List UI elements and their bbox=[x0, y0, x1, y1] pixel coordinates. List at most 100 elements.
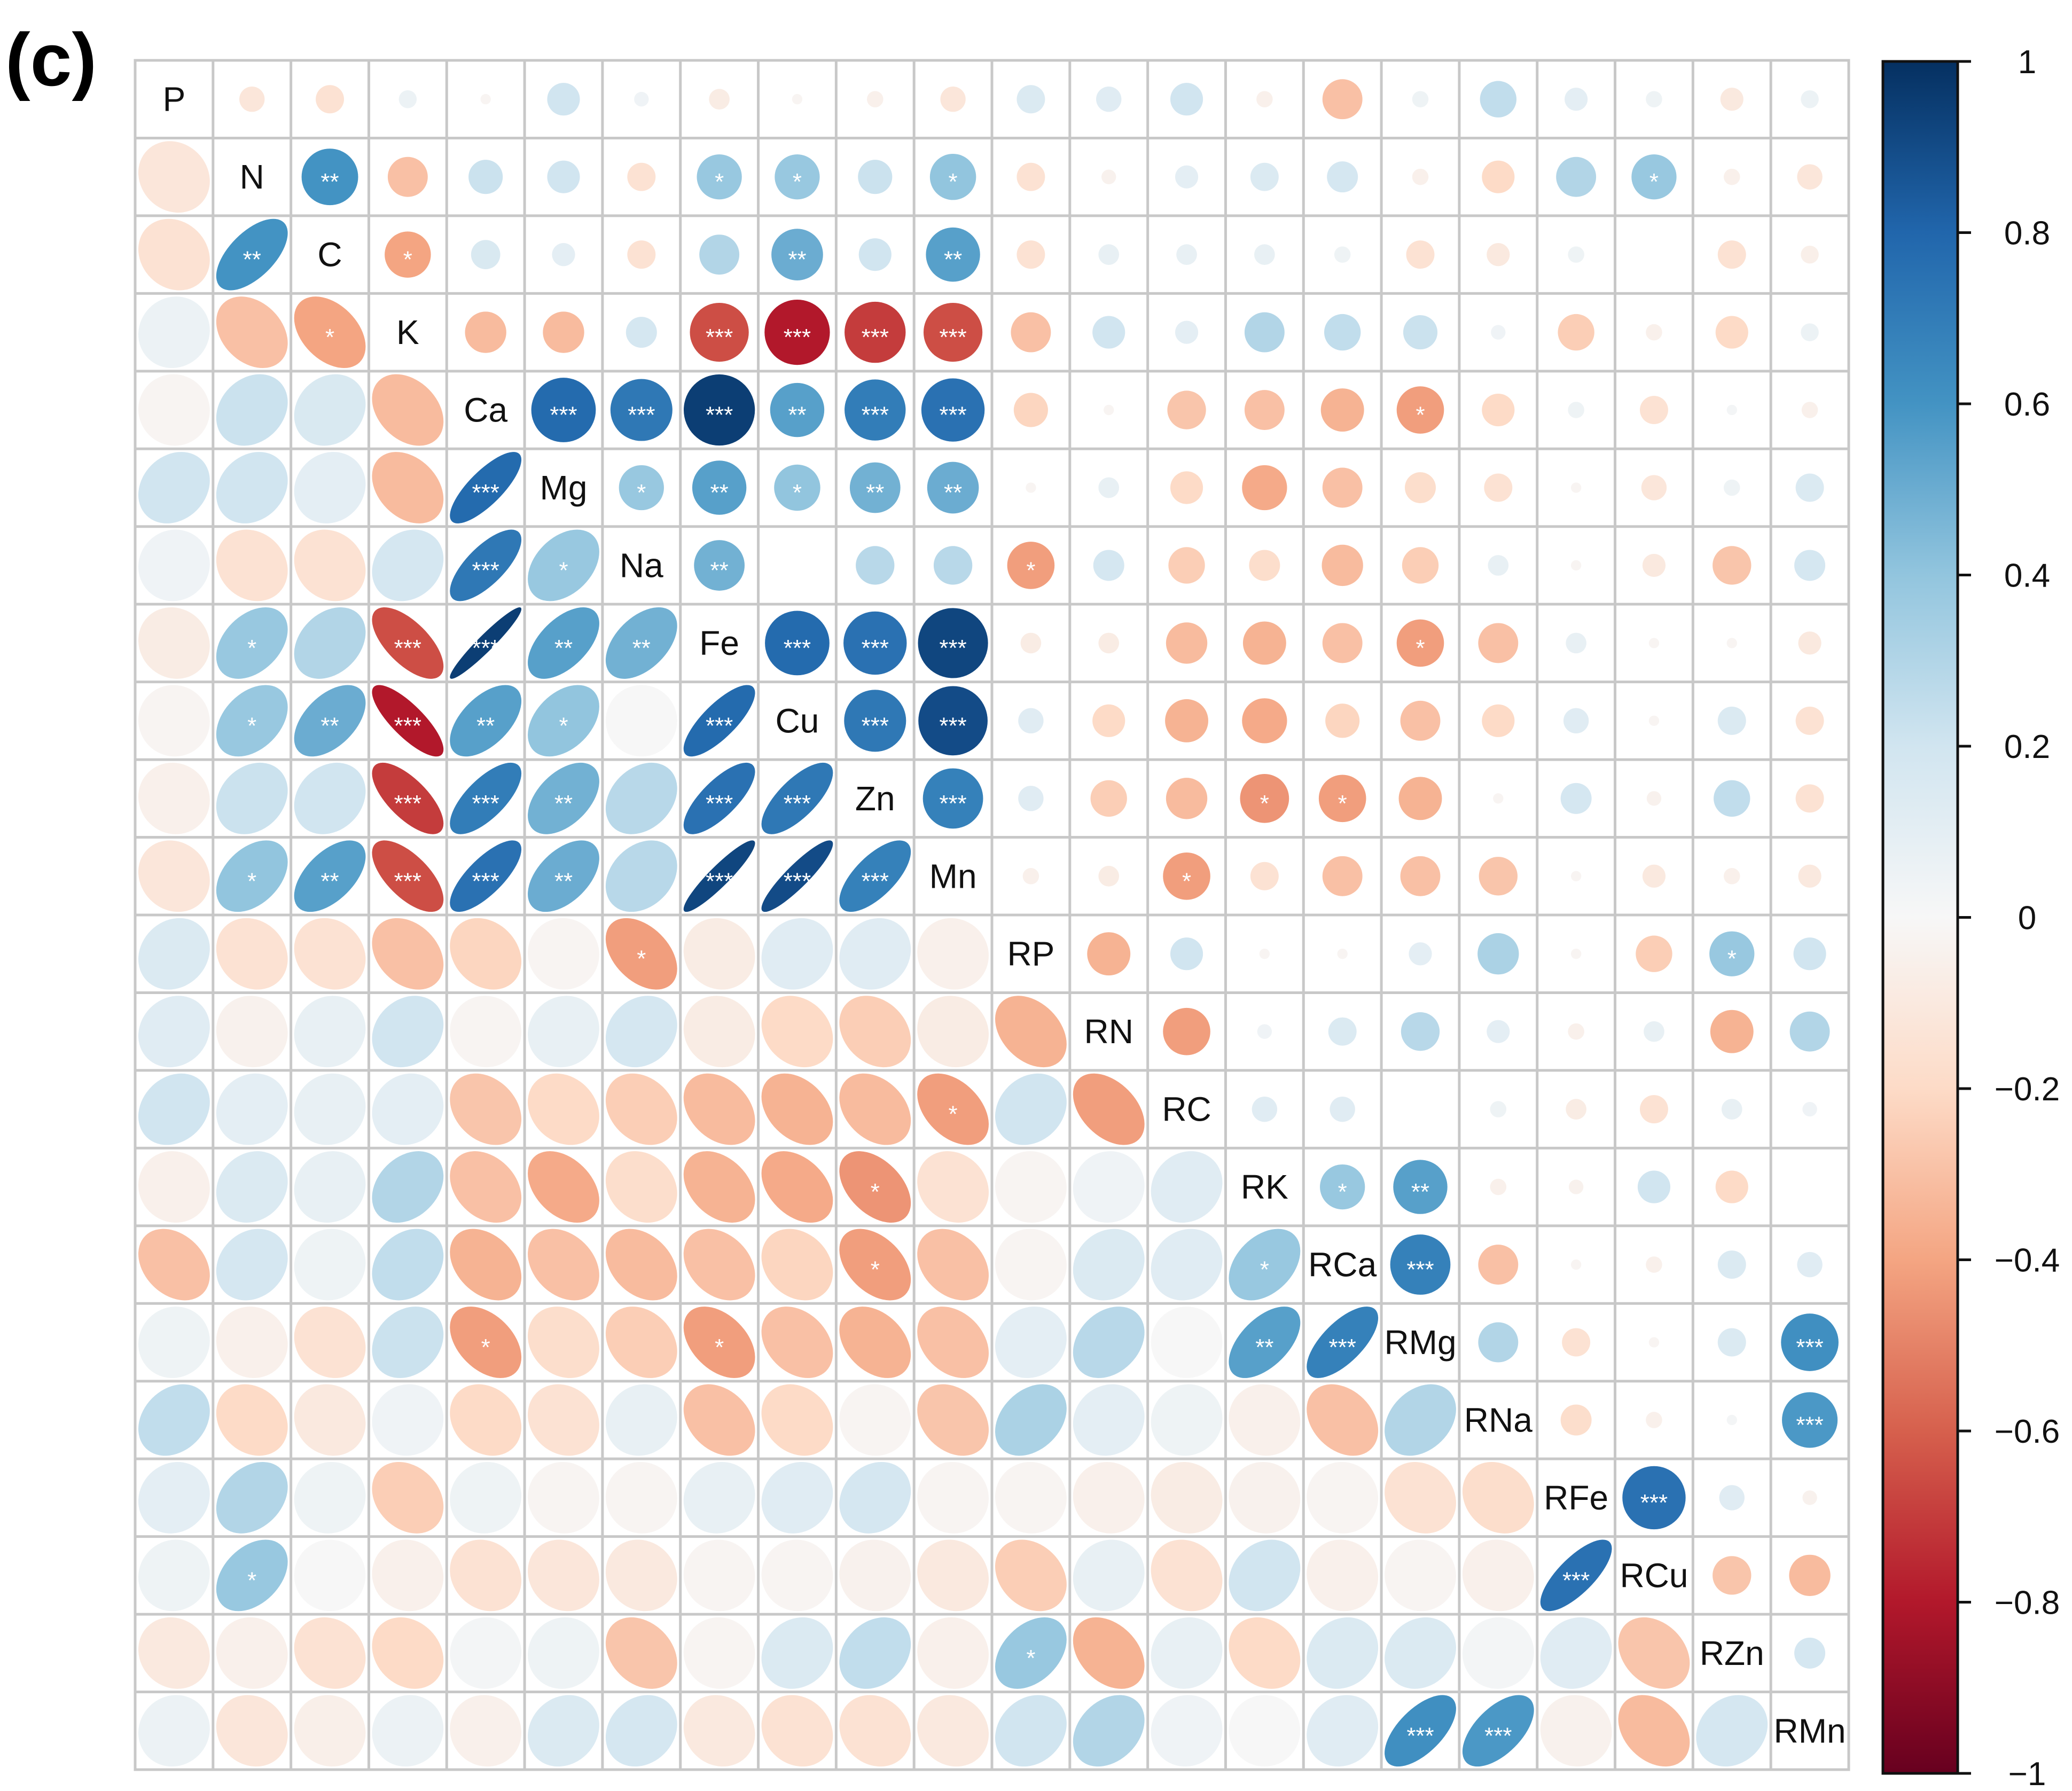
circle-rp-k bbox=[1011, 312, 1051, 353]
sig-circle-k-c: * bbox=[403, 247, 412, 273]
circle-rcu-ca bbox=[1639, 396, 1668, 425]
circle-rk-c bbox=[1254, 244, 1275, 265]
ellipse-rmg-rca bbox=[1307, 1307, 1379, 1378]
ellipse-mn-c bbox=[294, 840, 366, 912]
circle-fe-p bbox=[709, 89, 730, 110]
circle-cu-fe bbox=[765, 611, 830, 676]
ellipse-rc-ca bbox=[450, 1073, 522, 1145]
circle-rca-rp bbox=[1337, 949, 1348, 959]
circle-rn-k bbox=[1092, 316, 1125, 349]
ellipse-rna-mg bbox=[528, 1384, 599, 1456]
circle-rk-n bbox=[1250, 162, 1279, 191]
sig-circle-cu-mg: * bbox=[793, 480, 802, 506]
ellipse-rzn-ca bbox=[450, 1617, 522, 1689]
sig-circle-cu-k: *** bbox=[784, 324, 811, 350]
sig-circle-fe-k: *** bbox=[706, 324, 733, 350]
sig-circle-rmg-rca: *** bbox=[1406, 1257, 1434, 1283]
ellipse-rmg-cu bbox=[761, 1307, 833, 1378]
ellipse-mg-n bbox=[216, 452, 288, 523]
circle-rna-rmg bbox=[1478, 1322, 1519, 1363]
circle-rcu-cu bbox=[1648, 715, 1660, 726]
variable-label-fe: Fe bbox=[699, 624, 739, 662]
circle-rmg-zn bbox=[1398, 777, 1442, 820]
circle-ca-c bbox=[471, 240, 501, 269]
circle-rfe-rna bbox=[1560, 1404, 1592, 1436]
sig-ellipse-rp-na: * bbox=[637, 946, 646, 972]
ellipse-rna-p bbox=[138, 1384, 210, 1456]
ellipse-na-mg bbox=[528, 529, 599, 601]
circle-k-n bbox=[387, 157, 428, 197]
circle-rfe-ca bbox=[1568, 402, 1584, 418]
circle-rmg-fe bbox=[1396, 619, 1444, 667]
ellipse-rc-zn bbox=[839, 1073, 911, 1145]
sig-circle-rp-na: * bbox=[1026, 557, 1035, 583]
circle-rca-na bbox=[1322, 544, 1363, 586]
ellipse-rp-k bbox=[372, 918, 444, 990]
ellipse-rcu-rk bbox=[1229, 1539, 1301, 1612]
ellipse-rzn-rp bbox=[995, 1617, 1067, 1689]
sig-ellipse-mg-ca: *** bbox=[472, 480, 499, 506]
circle-rc-rp bbox=[1170, 937, 1203, 971]
circle-rp-fe bbox=[1020, 632, 1042, 654]
ellipse-rc-rn bbox=[1073, 1073, 1145, 1145]
sig-circle-rmg-ca: * bbox=[1416, 402, 1425, 428]
circle-rmg-rp bbox=[1409, 942, 1432, 966]
ellipse-mn-p bbox=[138, 840, 210, 912]
circle-rc-ca bbox=[1167, 390, 1206, 429]
ellipse-na-k bbox=[372, 529, 444, 601]
ellipse-rp-cu bbox=[761, 918, 833, 990]
circle-rmn-rp bbox=[1793, 937, 1826, 971]
ellipse-rzn-p bbox=[138, 1617, 210, 1689]
circle-rzn-rfe bbox=[1719, 1485, 1745, 1511]
circle-rc-zn bbox=[1166, 778, 1208, 819]
circle-rmn-rmg bbox=[1781, 1313, 1839, 1371]
circle-rca-n bbox=[1327, 161, 1358, 193]
circle-rk-p bbox=[1256, 91, 1273, 108]
ellipse-cu-ca bbox=[450, 685, 522, 757]
circle-rzn-rca bbox=[1717, 1250, 1746, 1279]
sig-ellipse-mn-n: * bbox=[247, 868, 256, 894]
ellipse-rmn-rca bbox=[1307, 1695, 1379, 1767]
circle-rmn-rc bbox=[1802, 1101, 1817, 1117]
circle-rn-rp bbox=[1087, 932, 1131, 976]
ellipse-cu-mg bbox=[528, 685, 599, 757]
ellipse-rca-zn bbox=[839, 1229, 911, 1301]
sig-circle-na-ca: *** bbox=[628, 402, 655, 428]
ellipse-rn-n bbox=[216, 996, 288, 1068]
ellipse-rmn-mn bbox=[917, 1695, 989, 1767]
ellipse-rca-na bbox=[605, 1229, 677, 1301]
circle-mn-k bbox=[923, 302, 983, 362]
ellipse-ca-n bbox=[216, 374, 288, 446]
circle-rmn-mg bbox=[1795, 473, 1824, 502]
ellipse-rna-rn bbox=[1073, 1384, 1145, 1456]
circle-rp-zn bbox=[1018, 786, 1044, 811]
ellipse-rp-mn bbox=[917, 918, 989, 990]
circle-cu-mg bbox=[774, 464, 820, 511]
circle-rna-zn bbox=[1493, 793, 1504, 804]
circle-rc-rn bbox=[1163, 1007, 1210, 1055]
ellipse-rna-zn bbox=[839, 1384, 911, 1456]
ellipse-rc-c bbox=[294, 1073, 366, 1145]
ellipse-rmn-rk bbox=[1229, 1695, 1301, 1767]
circle-na-ca bbox=[610, 379, 673, 441]
circle-ca-k bbox=[465, 311, 506, 353]
variable-labels: P N C K Ca Mg Na Fe Cu Zn Mn RP RN RC RK RCa RMg RNa RFe RC… bbox=[163, 80, 1846, 1750]
circle-rzn-mg bbox=[1723, 479, 1740, 496]
ellipse-rn-ca bbox=[450, 996, 522, 1068]
ellipse-n-p bbox=[138, 141, 210, 213]
circle-mn-cu bbox=[918, 686, 988, 756]
sig-ellipse-rk-zn: * bbox=[871, 1179, 880, 1205]
circle-rmn-cu bbox=[1795, 706, 1824, 735]
circle-rcu-rn bbox=[1644, 1021, 1664, 1042]
ellipse-rmg-rn bbox=[1073, 1307, 1145, 1378]
circle-rca-cu bbox=[1325, 703, 1360, 738]
variable-label-ca: Ca bbox=[464, 391, 507, 429]
ellipse-rmn-k bbox=[372, 1695, 444, 1767]
variable-label-rcu: RCu bbox=[1620, 1556, 1688, 1594]
ellipse-ca-k bbox=[372, 374, 444, 446]
circle-rzn-na bbox=[1713, 546, 1752, 585]
ellipse-rna-fe bbox=[683, 1384, 755, 1456]
sig-ellipse-fe-mg: ** bbox=[554, 635, 573, 661]
ellipse-rmn-fe bbox=[683, 1695, 755, 1767]
